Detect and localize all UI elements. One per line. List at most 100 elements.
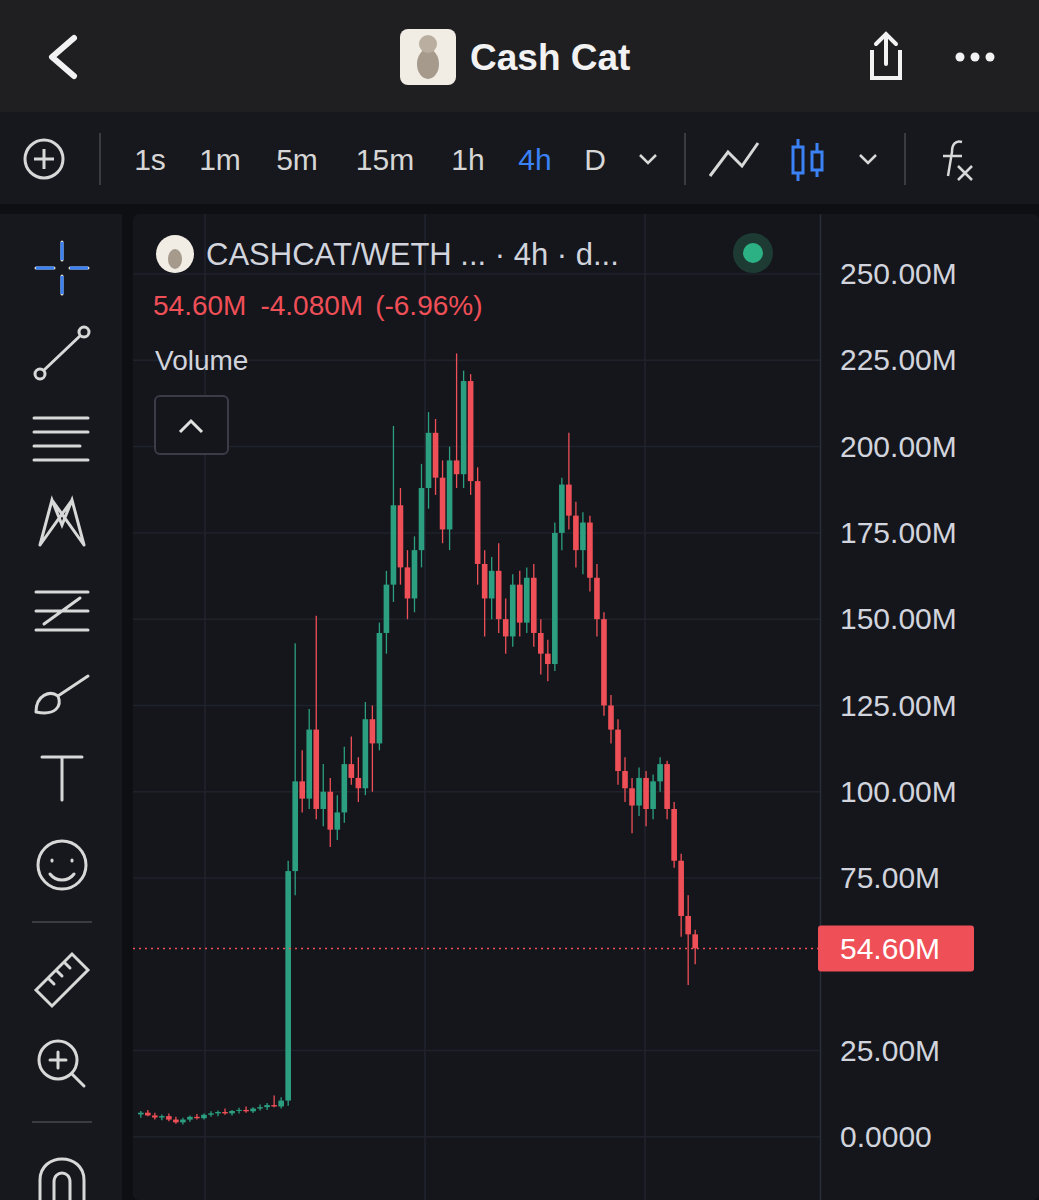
candle-body — [566, 485, 572, 516]
candle-body — [334, 812, 340, 829]
collapse-button[interactable] — [155, 396, 228, 454]
indicator-label: Volume — [155, 345, 248, 376]
candle-body — [236, 1110, 242, 1111]
interval-button[interactable]: 1s — [134, 143, 166, 176]
candle-wick — [196, 1114, 197, 1120]
candle-body — [468, 381, 474, 481]
back-button[interactable] — [52, 38, 74, 76]
time-grid-line — [644, 214, 646, 1200]
candle-body — [215, 1112, 221, 1113]
collapse-chevron — [180, 421, 202, 432]
y-tick-label: 150.00M — [840, 602, 957, 635]
candle-body — [320, 792, 326, 809]
emoji-tool[interactable] — [38, 841, 86, 889]
candle-body — [194, 1117, 200, 1118]
candle-wick — [372, 705, 373, 791]
toolbar-divider — [904, 133, 906, 185]
candle-body — [461, 381, 467, 474]
candle-body — [454, 460, 460, 474]
fib-tool[interactable] — [36, 592, 88, 630]
candle-icon-body — [812, 152, 822, 170]
candle-body — [278, 1101, 284, 1107]
candle-body — [159, 1116, 165, 1117]
candle-body — [601, 619, 607, 705]
chart-title: CASHCAT/WETH ... · 4h · d... — [206, 237, 619, 272]
parallel-lines-tool[interactable] — [34, 418, 88, 460]
candle-body — [285, 871, 291, 1101]
add-button[interactable] — [25, 140, 63, 178]
candle-body — [271, 1105, 277, 1106]
candle-body — [222, 1112, 228, 1113]
candle-body — [433, 433, 439, 478]
candle-body — [552, 533, 558, 664]
candle-body — [608, 705, 614, 729]
interval-button[interactable]: 1h — [451, 143, 484, 176]
candle-body — [510, 585, 516, 637]
y-tick-label: 250.00M — [840, 257, 957, 290]
y-tick-label: 200.00M — [840, 430, 957, 463]
candle-body — [440, 478, 446, 530]
candle-body — [243, 1110, 249, 1111]
candle-body — [503, 619, 509, 636]
crosshair-tool-active[interactable] — [36, 242, 88, 294]
candle-body — [264, 1105, 270, 1107]
y-tick: 150.00M — [820, 602, 957, 635]
crosshair-tool[interactable] — [36, 242, 88, 294]
toolbar: 1s 1m 5m 15m 1h 4h D — [25, 133, 972, 185]
share-button[interactable] — [872, 34, 900, 78]
candle-body — [299, 781, 305, 798]
candle-body — [370, 719, 376, 743]
chart-pane — [133, 214, 1039, 1200]
candle-body — [412, 550, 418, 598]
candle-wick — [688, 895, 689, 985]
magnet-tool[interactable] — [40, 1159, 84, 1200]
more-dot[interactable] — [986, 53, 995, 62]
candle-body — [615, 730, 621, 771]
y-tick-label: 225.00M — [840, 343, 957, 376]
status-halo — [733, 233, 773, 273]
add-plus — [34, 149, 54, 169]
interval-button[interactable]: 5m — [276, 143, 318, 176]
trend-line-tool[interactable] — [42, 334, 82, 372]
candle-body — [257, 1107, 263, 1108]
header-bar — [0, 0, 1039, 112]
tool-handle — [79, 327, 89, 337]
brush-tool[interactable] — [36, 676, 88, 713]
candle-body — [292, 781, 298, 871]
ruler-tool[interactable] — [36, 954, 88, 1006]
text-tool[interactable] — [42, 757, 82, 800]
legend-token-icon-body — [168, 249, 182, 269]
candle-body — [349, 764, 355, 778]
interval-button[interactable]: D — [584, 143, 606, 176]
y-tick: 0.0000 — [820, 1120, 932, 1153]
candle-body — [538, 633, 544, 654]
candle-body — [152, 1115, 158, 1117]
pattern-tool[interactable] — [40, 500, 84, 545]
y-tick: 200.00M — [820, 430, 957, 463]
candle-body — [405, 567, 411, 598]
more-dot[interactable] — [971, 53, 980, 62]
grid-line — [133, 1050, 820, 1052]
last-price-box — [818, 925, 974, 971]
candle-body — [363, 719, 369, 788]
y-tick-label: 175.00M — [840, 516, 957, 549]
candle-body — [559, 485, 565, 533]
indicator-button[interactable] — [943, 142, 972, 180]
candle-body — [594, 578, 600, 619]
candle-chart-button[interactable] — [793, 139, 822, 181]
more-dot[interactable] — [956, 53, 965, 62]
candle-body — [629, 788, 635, 805]
candle-body — [201, 1115, 207, 1118]
interval-button[interactable]: 15m — [356, 143, 414, 176]
candle-body — [391, 505, 397, 584]
interval-button[interactable]: 4h — [518, 143, 551, 176]
dropdown-chevron[interactable] — [640, 155, 656, 163]
dropdown-chevron[interactable] — [860, 155, 876, 163]
last-price-line — [133, 948, 820, 950]
candle-body — [685, 916, 691, 934]
y-tick: 75.00M — [820, 861, 940, 894]
emoji-face[interactable] — [50, 860, 74, 880]
zoom-plus[interactable] — [50, 1052, 84, 1086]
interval-button[interactable]: 1m — [199, 143, 241, 176]
line-chart-button[interactable] — [710, 143, 758, 176]
